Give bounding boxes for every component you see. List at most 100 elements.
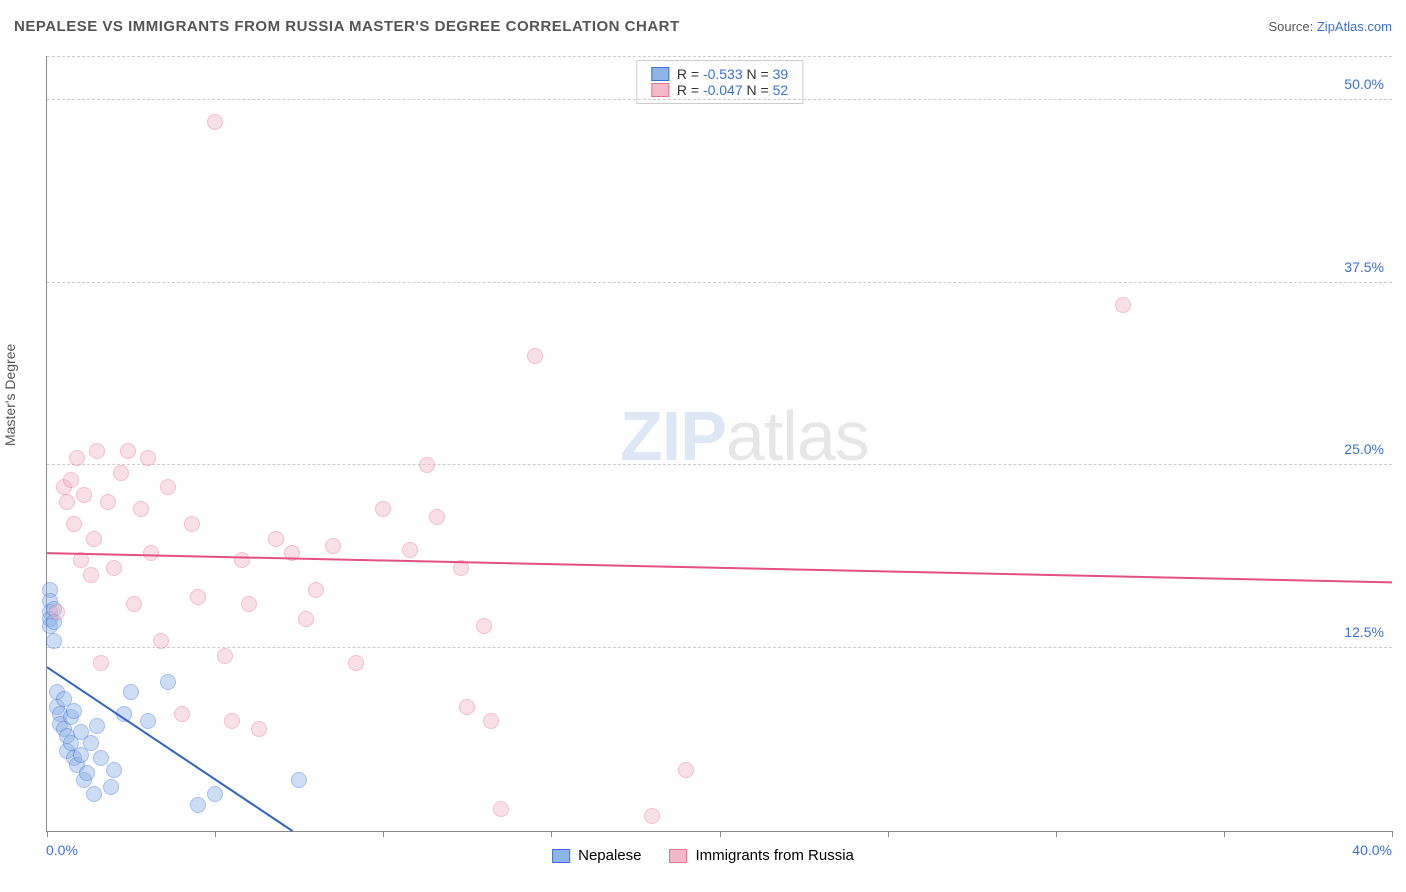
data-point	[120, 443, 136, 459]
x-tick	[720, 831, 721, 837]
data-point	[89, 443, 105, 459]
gridline	[47, 647, 1392, 648]
data-point	[678, 762, 694, 778]
data-point	[207, 786, 223, 802]
data-point	[143, 545, 159, 561]
data-point	[459, 699, 475, 715]
legend-item: Immigrants from Russia	[670, 847, 854, 864]
data-point	[66, 703, 82, 719]
data-point	[106, 560, 122, 576]
data-point	[644, 808, 660, 824]
data-point	[113, 465, 129, 481]
data-point	[284, 545, 300, 561]
data-point	[116, 706, 132, 722]
data-point	[160, 479, 176, 495]
data-point	[241, 596, 257, 612]
y-tick-label: 37.5%	[1344, 259, 1384, 275]
legend-row: R = -0.047 N = 52	[651, 82, 788, 98]
x-axis-max-label: 40.0%	[1352, 842, 1392, 858]
data-point	[123, 684, 139, 700]
data-point	[63, 472, 79, 488]
data-point	[100, 494, 116, 510]
data-point	[493, 801, 509, 817]
data-point	[79, 765, 95, 781]
data-point	[308, 582, 324, 598]
data-point	[153, 633, 169, 649]
data-point	[234, 552, 250, 568]
data-point	[93, 750, 109, 766]
data-point	[140, 450, 156, 466]
chart-title: NEPALESE VS IMMIGRANTS FROM RUSSIA MASTE…	[14, 18, 680, 35]
data-point	[73, 552, 89, 568]
x-tick	[1392, 831, 1393, 837]
source-credit: Source: ZipAtlas.com	[1268, 19, 1392, 34]
x-tick	[383, 831, 384, 837]
data-point	[268, 531, 284, 547]
legend-label: Immigrants from Russia	[696, 847, 854, 864]
data-point	[207, 114, 223, 130]
data-point	[527, 348, 543, 364]
gridline	[47, 282, 1392, 283]
data-point	[93, 655, 109, 671]
x-axis-min-label: 0.0%	[46, 842, 78, 858]
series-legend: Nepalese Immigrants from Russia	[552, 847, 854, 864]
data-point	[1115, 297, 1131, 313]
data-point	[86, 531, 102, 547]
data-point	[160, 674, 176, 690]
data-point	[184, 516, 200, 532]
data-point	[59, 494, 75, 510]
data-point	[453, 560, 469, 576]
data-point	[402, 542, 418, 558]
data-point	[133, 501, 149, 517]
legend-swatch	[651, 67, 669, 81]
gridline	[47, 464, 1392, 465]
data-point	[174, 706, 190, 722]
y-axis-title: Master's Degree	[2, 344, 18, 446]
data-point	[46, 633, 62, 649]
data-point	[375, 501, 391, 517]
data-point	[66, 516, 82, 532]
x-tick	[888, 831, 889, 837]
data-point	[291, 772, 307, 788]
gridline	[47, 56, 1392, 57]
legend-label: Nepalese	[578, 847, 641, 864]
data-point	[325, 538, 341, 554]
data-point	[140, 713, 156, 729]
gridline	[47, 99, 1392, 100]
x-tick	[1056, 831, 1057, 837]
trend-line	[47, 56, 1392, 831]
source-link[interactable]: ZipAtlas.com	[1317, 19, 1392, 34]
data-point	[49, 604, 65, 620]
data-point	[251, 721, 267, 737]
legend-swatch	[651, 83, 669, 97]
data-point	[83, 735, 99, 751]
data-point	[86, 786, 102, 802]
data-point	[106, 762, 122, 778]
legend-row: R = -0.533 N = 39	[651, 66, 788, 82]
data-point	[224, 713, 240, 729]
x-tick	[551, 831, 552, 837]
data-point	[217, 648, 233, 664]
legend-swatch	[552, 849, 570, 863]
y-tick-label: 25.0%	[1344, 441, 1384, 457]
data-point	[419, 457, 435, 473]
legend-item: Nepalese	[552, 847, 641, 864]
data-point	[190, 589, 206, 605]
legend-swatch	[670, 849, 688, 863]
data-point	[190, 797, 206, 813]
data-point	[89, 718, 105, 734]
y-tick-label: 50.0%	[1344, 76, 1384, 92]
x-tick	[1224, 831, 1225, 837]
data-point	[476, 618, 492, 634]
scatter-plot: ZIPatlas R = -0.533 N = 39R = -0.047 N =…	[46, 56, 1392, 832]
y-tick-label: 12.5%	[1344, 624, 1384, 640]
data-point	[429, 509, 445, 525]
correlation-legend: R = -0.533 N = 39R = -0.047 N = 52	[636, 60, 803, 104]
data-point	[298, 611, 314, 627]
x-tick	[215, 831, 216, 837]
data-point	[83, 567, 99, 583]
trend-line	[47, 56, 1392, 831]
data-point	[69, 450, 85, 466]
data-point	[76, 487, 92, 503]
data-point	[103, 779, 119, 795]
